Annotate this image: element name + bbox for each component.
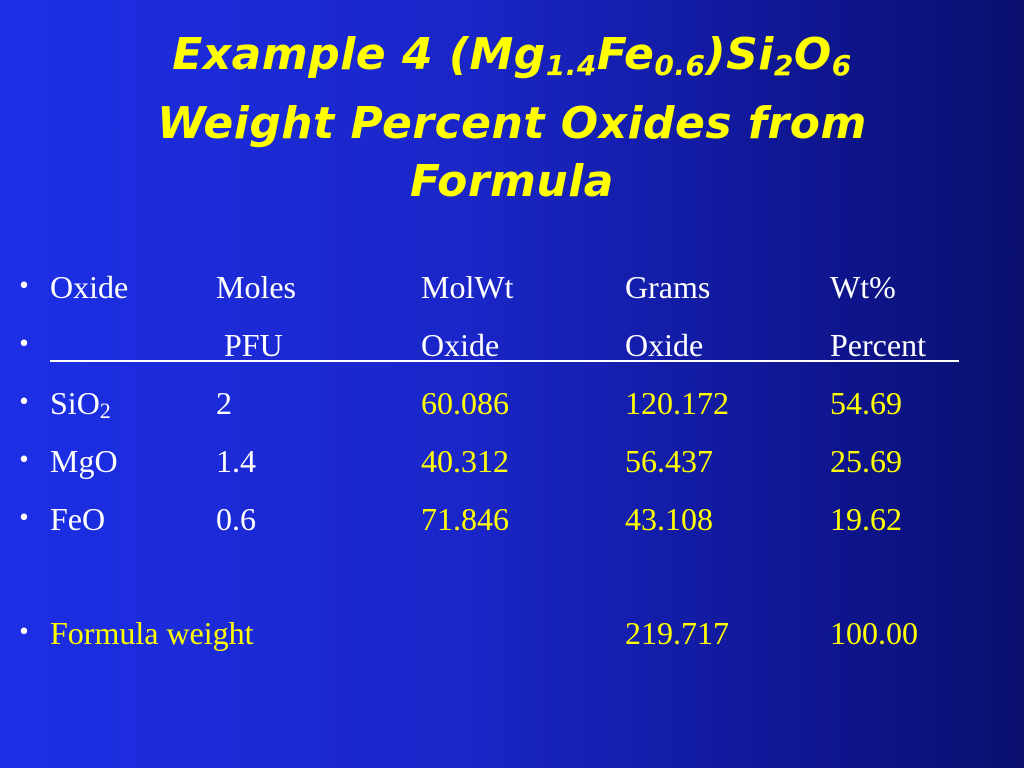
bullet: • — [17, 390, 31, 415]
title-si: )Si — [705, 29, 774, 80]
bullet: • — [17, 332, 31, 357]
wt-cell: 54.69 — [830, 385, 902, 421]
bullet: • — [17, 620, 31, 645]
molwt-cell: 60.086 — [421, 385, 509, 421]
oxide-subscript: 2 — [99, 398, 111, 423]
table-row: • FeO 0.6 71.846 43.108 19.62 — [0, 494, 1024, 544]
oxide-cell: FeO — [50, 501, 106, 537]
title-o: O — [793, 29, 832, 80]
bullet: • — [17, 274, 31, 299]
wt-cell: 25.69 — [830, 443, 902, 479]
header-row-2: • PFU Oxide Oxide Percent — [0, 320, 1024, 370]
bullet: • — [17, 448, 31, 473]
header2-molwt-oxide: Oxide — [421, 327, 500, 363]
title-si-subscript: 2 — [773, 49, 794, 82]
wt-cell: 19.62 — [830, 501, 902, 537]
title-fe: Fe — [596, 29, 655, 80]
header-wt: Wt% — [830, 269, 896, 305]
title-mg-subscript: 1.4 — [545, 49, 597, 82]
header-underline — [50, 360, 959, 362]
formula-weight-row: • Formula weight 219.717 100.00 — [0, 608, 1024, 658]
table-row: • MgO 1.4 40.312 56.437 25.69 — [0, 436, 1024, 486]
header-molwt: MolWt — [421, 269, 514, 305]
oxide-cell: MgO — [50, 443, 118, 479]
header2-grams-oxide: Oxide — [625, 327, 704, 363]
title-o-subscript: 6 — [831, 49, 852, 82]
oxide-name: SiO — [50, 385, 100, 421]
oxide-cell: SiO2 — [50, 378, 111, 436]
table-row: • SiO2 2 60.086 120.172 54.69 — [0, 378, 1024, 428]
title-line-3: Formula — [409, 156, 614, 207]
title-line-2: Weight Percent Oxides from — [157, 98, 867, 149]
slide-title: Example 4 (Mg1.4Fe0.6)Si2O6 Weight Perce… — [40, 26, 984, 211]
header2-pfu: PFU — [224, 327, 283, 363]
bullet: • — [17, 506, 31, 531]
formula-weight-grams: 219.717 — [625, 615, 729, 651]
moles-cell: 1.4 — [216, 443, 256, 479]
moles-cell: 2 — [216, 385, 232, 421]
molwt-cell: 71.846 — [421, 501, 509, 537]
molwt-cell: 40.312 — [421, 443, 509, 479]
header-row-1: • Oxide Moles MolWt Grams Wt% — [0, 262, 1024, 312]
title-formula-prefix: Example 4 (Mg — [172, 29, 546, 80]
title-line-1: Example 4 (Mg1.4Fe0.6)Si2O6 — [40, 26, 984, 95]
grams-cell: 43.108 — [625, 501, 713, 537]
header2-percent: Percent — [830, 327, 926, 363]
moles-cell: 0.6 — [216, 501, 256, 537]
header-grams: Grams — [625, 269, 711, 305]
grams-cell: 120.172 — [625, 385, 729, 421]
grams-cell: 56.437 — [625, 443, 713, 479]
header-moles: Moles — [216, 269, 296, 305]
header-oxide: Oxide — [50, 269, 129, 305]
formula-weight-label: Formula weight — [50, 615, 254, 651]
title-fe-subscript: 0.6 — [654, 49, 706, 82]
formula-weight-percent: 100.00 — [830, 615, 918, 651]
